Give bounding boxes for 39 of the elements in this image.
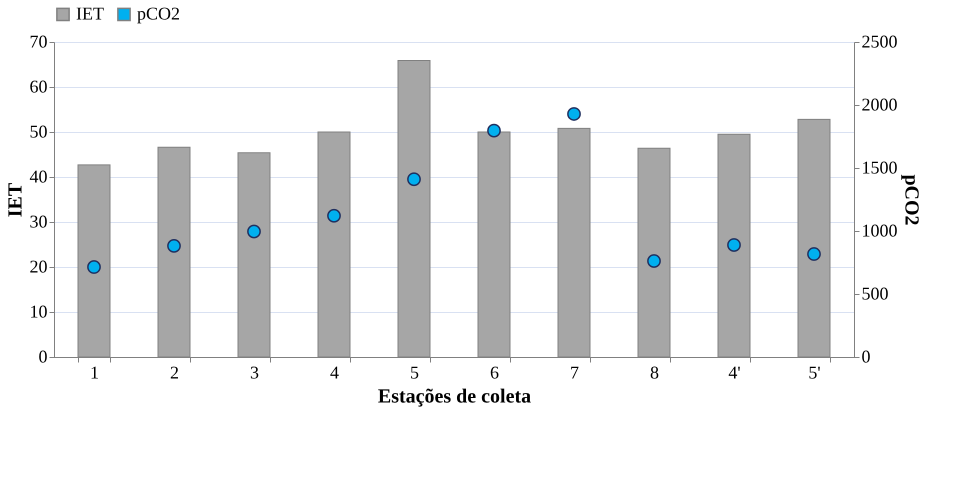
point bbox=[567, 107, 581, 121]
legend-label: IET bbox=[76, 3, 104, 24]
point bbox=[167, 239, 181, 253]
x-tick-label: 5' bbox=[808, 362, 821, 382]
x-tick-label: 4 bbox=[330, 362, 339, 382]
point bbox=[87, 260, 101, 274]
y2-tick-label: 1500 bbox=[862, 158, 898, 178]
y-axis-title: IET bbox=[4, 182, 26, 218]
y2-tick-label: 2000 bbox=[862, 94, 898, 114]
y-tick-label: 50 bbox=[30, 122, 48, 142]
y-tick-label: 70 bbox=[30, 32, 48, 52]
point bbox=[247, 224, 261, 238]
y-tick-label: 20 bbox=[30, 256, 48, 276]
y2-tick-label: 2500 bbox=[862, 32, 898, 52]
y2-tick-label: 500 bbox=[862, 284, 888, 304]
x-tick-label: 4' bbox=[728, 362, 741, 382]
y-tick-label: 30 bbox=[30, 212, 48, 232]
point bbox=[407, 172, 421, 186]
y-tick-label: 40 bbox=[30, 166, 48, 186]
x-axis-title: Estações de coleta bbox=[378, 386, 532, 408]
legend-label: pCO2 bbox=[137, 3, 180, 24]
y-tick-label: 60 bbox=[30, 76, 48, 96]
y2-tick-label: 0 bbox=[862, 346, 870, 366]
y2-tick-label: 1000 bbox=[862, 220, 898, 240]
y-tick-label: 10 bbox=[30, 302, 48, 322]
x-tick-label: 3 bbox=[250, 362, 259, 382]
point bbox=[327, 208, 341, 223]
y-tick-label: 0 bbox=[38, 346, 48, 366]
point bbox=[727, 238, 741, 252]
point bbox=[807, 247, 821, 261]
x-tick-label: 7 bbox=[570, 362, 579, 382]
y2-axis-title: pCO2 bbox=[900, 174, 922, 226]
x-tick-label: 5 bbox=[410, 362, 419, 382]
point bbox=[487, 124, 501, 138]
x-tick-label: 8 bbox=[650, 362, 659, 382]
x-tick-label: 6 bbox=[490, 362, 499, 382]
point bbox=[647, 254, 661, 268]
x-tick-label: 1 bbox=[90, 362, 99, 382]
x-tick-label: 2 bbox=[170, 362, 179, 382]
